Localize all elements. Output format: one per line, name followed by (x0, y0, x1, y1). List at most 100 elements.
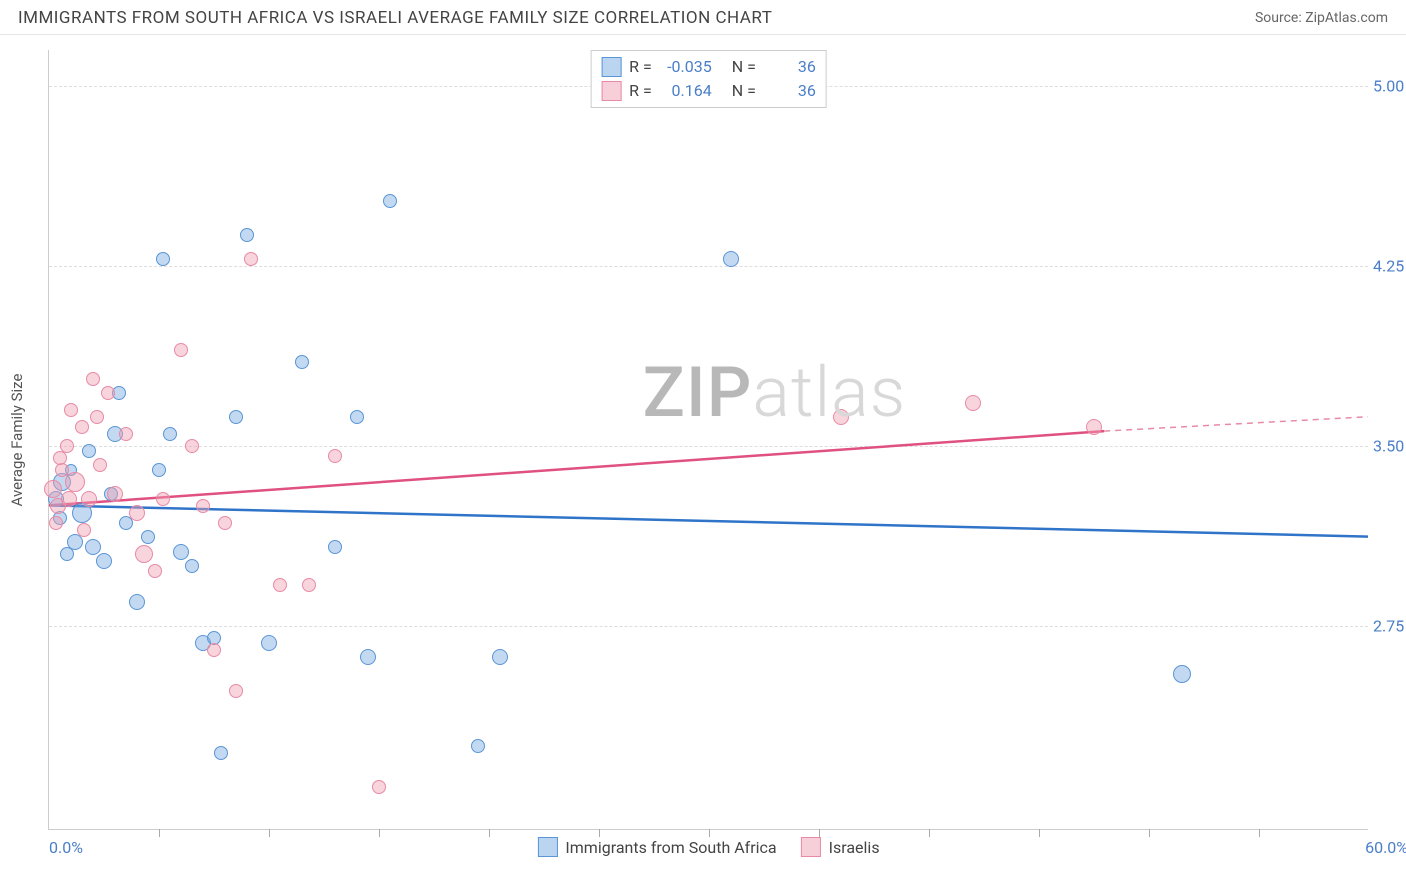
x-tick (709, 829, 710, 837)
stats-legend-box: R = -0.035 N = 36 R = 0.164 N = 36 (590, 50, 827, 108)
data-point-s2 (64, 403, 78, 417)
x-tick (1259, 829, 1260, 837)
data-point-s2 (328, 449, 342, 463)
data-point-s1 (295, 355, 309, 369)
data-point-s2 (101, 386, 115, 400)
data-point-s2 (77, 523, 91, 537)
data-point-s1 (360, 649, 376, 665)
data-point-s2 (207, 643, 221, 657)
legend-item-s1: Immigrants from South Africa (537, 837, 776, 857)
x-max-label: 60.0% (1365, 838, 1406, 857)
data-point-s1 (261, 635, 277, 651)
x-tick (819, 829, 820, 837)
data-point-s2 (244, 252, 258, 266)
data-point-s2 (61, 491, 77, 507)
data-point-s1 (214, 746, 228, 760)
legend-swatch-s1 (537, 837, 557, 857)
data-point-s1 (129, 594, 145, 610)
data-point-s1 (163, 427, 177, 441)
data-point-s1 (82, 444, 96, 458)
trendline (49, 431, 1104, 505)
watermark: ZIPatlas (643, 352, 907, 434)
chart-header: IMMIGRANTS FROM SOUTH AFRICA VS ISRAELI … (0, 0, 1406, 35)
data-point-s2 (75, 420, 89, 434)
trendline (1104, 417, 1368, 431)
data-point-s2 (372, 780, 386, 794)
x-tick (1039, 829, 1040, 837)
data-point-s2 (107, 486, 123, 502)
data-point-s2 (833, 409, 849, 425)
data-point-s1 (185, 559, 199, 573)
data-point-s1 (328, 540, 342, 554)
data-point-s2 (965, 395, 981, 411)
n-value-s1: 36 (764, 55, 816, 79)
x-tick (929, 829, 930, 837)
data-point-s2 (49, 516, 63, 530)
data-point-s2 (229, 684, 243, 698)
data-point-s2 (86, 372, 100, 386)
data-point-s1 (229, 410, 243, 424)
data-point-s2 (148, 564, 162, 578)
data-point-s1 (350, 410, 364, 424)
data-point-s2 (185, 439, 199, 453)
data-point-s1 (1173, 665, 1191, 683)
x-tick (379, 829, 380, 837)
data-point-s2 (53, 451, 67, 465)
data-point-s1 (152, 463, 166, 477)
gridline (49, 266, 1368, 267)
data-point-s2 (135, 545, 153, 563)
data-point-s1 (492, 649, 508, 665)
data-point-s2 (156, 492, 170, 506)
data-point-s2 (196, 499, 210, 513)
y-tick-label: 5.00 (1373, 77, 1406, 96)
gridline (49, 446, 1368, 447)
y-axis-title: Average Family Size (8, 373, 26, 506)
legend-swatch-s2 (801, 837, 821, 857)
data-point-s1 (96, 553, 112, 569)
data-point-s1 (240, 228, 254, 242)
x-tick (489, 829, 490, 837)
x-min-label: 0.0% (49, 838, 83, 857)
data-point-s2 (302, 578, 316, 592)
data-point-s2 (273, 578, 287, 592)
r-value-s1: -0.035 (660, 55, 712, 79)
x-tick (1149, 829, 1150, 837)
x-tick (599, 829, 600, 837)
legend-item-s2: Israelis (801, 837, 880, 857)
data-point-s1 (383, 194, 397, 208)
data-point-s2 (1086, 419, 1102, 435)
r-value-s2: 0.164 (660, 79, 712, 103)
y-tick-label: 2.75 (1373, 617, 1406, 636)
x-tick (159, 829, 160, 837)
data-point-s1 (156, 252, 170, 266)
data-point-s2 (218, 516, 232, 530)
data-point-s2 (129, 505, 145, 521)
y-tick-label: 3.50 (1373, 437, 1406, 456)
swatch-s1 (601, 57, 621, 77)
trend-lines (49, 50, 1368, 829)
source-attribution: Source: ZipAtlas.com (1255, 10, 1388, 26)
stats-row-s1: R = -0.035 N = 36 (601, 55, 816, 79)
data-point-s2 (93, 458, 107, 472)
gridline (49, 626, 1368, 627)
x-tick (269, 829, 270, 837)
bottom-legend: Immigrants from South Africa Israelis (537, 837, 879, 857)
data-point-s1 (723, 251, 739, 267)
chart-title: IMMIGRANTS FROM SOUTH AFRICA VS ISRAELI … (18, 8, 772, 28)
data-point-s1 (173, 544, 189, 560)
swatch-s2 (601, 81, 621, 101)
data-point-s2 (81, 491, 97, 507)
data-point-s1 (471, 739, 485, 753)
plot-area: Average Family Size 2.753.504.255.00 ZIP… (48, 50, 1368, 830)
data-point-s2 (65, 472, 85, 492)
data-point-s2 (44, 480, 62, 498)
n-value-s2: 36 (764, 79, 816, 103)
data-point-s2 (90, 410, 104, 424)
trendline (49, 505, 1368, 536)
data-point-s2 (119, 427, 133, 441)
data-point-s2 (174, 343, 188, 357)
data-point-s1 (141, 530, 155, 544)
y-tick-label: 4.25 (1373, 257, 1406, 276)
data-point-s1 (85, 539, 101, 555)
stats-row-s2: R = 0.164 N = 36 (601, 79, 816, 103)
